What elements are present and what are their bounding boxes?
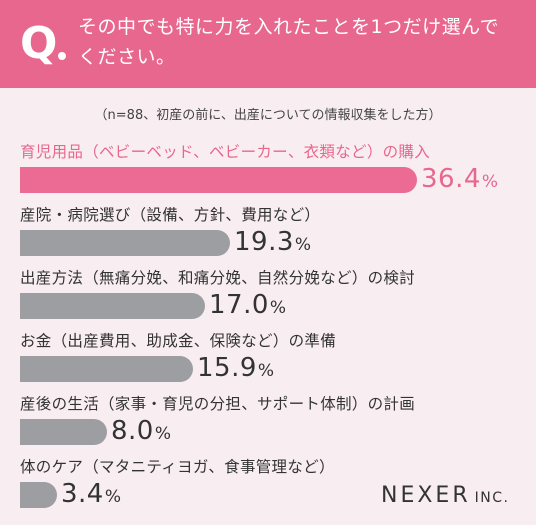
value-label: 3.4%: [61, 479, 122, 512]
value-number: 36.4: [421, 164, 481, 194]
bar: [20, 167, 417, 193]
q-dot: [58, 52, 66, 60]
value-number: 19.3: [234, 227, 294, 257]
bar: [20, 230, 230, 256]
value-number: 15.9: [197, 353, 257, 383]
value-label: 19.3%: [234, 227, 312, 260]
value-number: 8.0: [111, 416, 154, 446]
value-label: 15.9%: [197, 353, 275, 386]
brand-name: NEXER: [381, 483, 471, 508]
value-label: 8.0%: [111, 416, 172, 449]
value-unit: %: [257, 361, 275, 381]
question-header: Q その中でも特に力を入れたことを1つだけ選んでください。: [0, 0, 536, 88]
brand-logo: NEXER INC.: [381, 483, 509, 508]
bar: [20, 293, 205, 319]
value-number: 3.4: [61, 479, 104, 509]
question-text: その中でも特に力を入れたことを1つだけ選んでください。: [78, 16, 500, 68]
category-label: 体のケア（マタニティヨガ、食事管理など）: [20, 458, 335, 476]
value-number: 17.0: [209, 290, 269, 320]
bar: [20, 356, 193, 382]
value-unit: %: [294, 235, 312, 255]
value-label: 17.0%: [209, 290, 287, 323]
sample-note: （n=88、初産の前に、出産についての情報収集をした方）: [94, 108, 442, 123]
category-label: 産院・病院選び（設備、方針、費用など）: [20, 206, 321, 224]
brand-suffix: INC.: [474, 490, 510, 506]
category-label: 育児用品（ベビーベッド、ベビーカー、衣類など）の購入: [20, 143, 431, 161]
category-label: お金（出産費用、助成金、保険など）の準備: [20, 332, 337, 350]
value-unit: %: [269, 298, 287, 318]
q-mark: Q: [20, 18, 58, 69]
bar: [20, 482, 57, 508]
value-unit: %: [481, 172, 499, 192]
value-unit: %: [104, 487, 122, 507]
value-label: 36.4%: [421, 164, 499, 197]
category-label: 出産方法（無痛分娩、和痛分娩、自然分娩など）の検討: [20, 269, 416, 287]
bar: [20, 419, 107, 445]
category-label: 産後の生活（家事・育児の分担、サポート体制）の計画: [20, 395, 416, 413]
value-unit: %: [154, 424, 172, 444]
